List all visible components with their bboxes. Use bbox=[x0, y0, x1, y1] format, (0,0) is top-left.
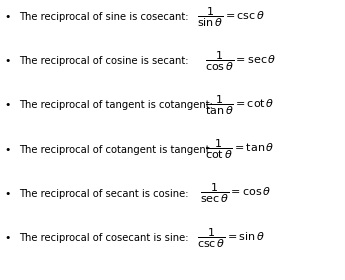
Text: •: • bbox=[4, 12, 10, 22]
Text: $\dfrac{1}{\cos\theta}= \sec\theta$: $\dfrac{1}{\cos\theta}= \sec\theta$ bbox=[205, 49, 277, 73]
Text: The reciprocal of secant is cosine:: The reciprocal of secant is cosine: bbox=[19, 189, 188, 199]
Text: $\dfrac{1}{\sec\theta}= \cos\theta$: $\dfrac{1}{\sec\theta}= \cos\theta$ bbox=[200, 182, 272, 206]
Text: $\dfrac{1}{\tan\theta}= \cot\theta$: $\dfrac{1}{\tan\theta}= \cot\theta$ bbox=[205, 94, 275, 117]
Text: The reciprocal of sine is cosecant:: The reciprocal of sine is cosecant: bbox=[19, 12, 188, 22]
Text: The reciprocal of cosecant is sine:: The reciprocal of cosecant is sine: bbox=[19, 233, 188, 243]
Text: •: • bbox=[4, 189, 10, 199]
Text: •: • bbox=[4, 100, 10, 110]
Text: $\dfrac{1}{\csc\theta}= \sin\theta$: $\dfrac{1}{\csc\theta}= \sin\theta$ bbox=[197, 226, 265, 250]
Text: The reciprocal of tangent is cotangent:: The reciprocal of tangent is cotangent: bbox=[19, 100, 213, 110]
Text: $\dfrac{1}{\cot\theta}= \tan\theta$: $\dfrac{1}{\cot\theta}= \tan\theta$ bbox=[205, 138, 275, 161]
Text: •: • bbox=[4, 144, 10, 155]
Text: •: • bbox=[4, 56, 10, 66]
Text: $\dfrac{1}{\sin\theta}= \csc\theta$: $\dfrac{1}{\sin\theta}= \csc\theta$ bbox=[197, 5, 265, 29]
Text: The reciprocal of cosine is secant:: The reciprocal of cosine is secant: bbox=[19, 56, 188, 66]
Text: The reciprocal of cotangent is tangent:: The reciprocal of cotangent is tangent: bbox=[19, 144, 213, 155]
Text: •: • bbox=[4, 233, 10, 243]
